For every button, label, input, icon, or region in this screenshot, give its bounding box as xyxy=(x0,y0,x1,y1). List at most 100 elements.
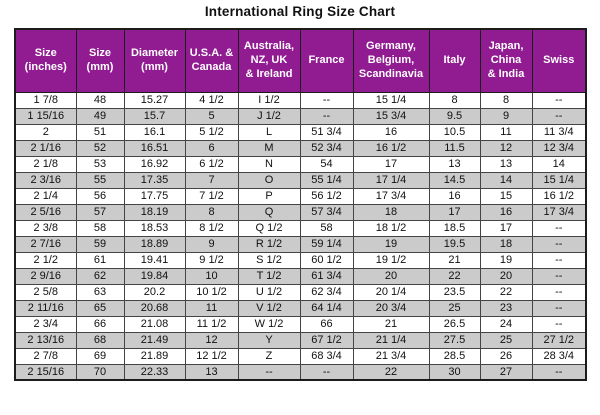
table-cell: 2 5/16 xyxy=(14,203,77,221)
column-header: Diameter (mm) xyxy=(123,28,186,93)
table-cell: 11 3/4 xyxy=(531,123,587,141)
table-cell: 54 xyxy=(299,155,354,173)
table-cell: 18.19 xyxy=(123,203,186,221)
table-row: 2 7/16 59 18.89 9 R 1/2 59 1/4 19 19.5 18 -- xyxy=(14,235,587,253)
table-cell: 17 1/4 xyxy=(352,171,430,189)
table-cell: 2 1/8 xyxy=(14,155,77,173)
table-cell: S 1/2 xyxy=(237,251,301,269)
table-cell: 15 1/4 xyxy=(352,91,430,109)
table-cell: 17 3/4 xyxy=(352,187,430,205)
table-cell: 18 xyxy=(352,203,430,221)
table-cell: 70 xyxy=(75,363,125,381)
table-cell: 14 xyxy=(531,155,587,173)
table-cell: 20 3/4 xyxy=(352,299,430,317)
page-title: International Ring Size Chart xyxy=(204,4,396,19)
table-cell: 20 xyxy=(352,267,430,285)
table-cell: -- xyxy=(531,219,587,237)
table-cell: 19 xyxy=(352,235,430,253)
table-cell: 15.7 xyxy=(123,107,186,125)
table-cell: 22.33 xyxy=(123,363,186,381)
table-cell: -- xyxy=(531,251,587,269)
table-cell: Q 1/2 xyxy=(237,219,301,237)
table-cell: 11 xyxy=(184,299,239,317)
table-cell: 2 3/4 xyxy=(14,315,77,333)
table-cell: 17.75 xyxy=(123,187,186,205)
table-cell: 64 1/4 xyxy=(299,299,354,317)
table-cell: 24 xyxy=(479,315,533,333)
table-cell: 68 3/4 xyxy=(299,347,354,365)
table-cell: 16 xyxy=(428,187,481,205)
table-row: 2 1/8 53 16.92 6 1/2 N 54 17 13 13 14 xyxy=(14,155,587,173)
table-cell: 8 1/2 xyxy=(184,219,239,237)
table-cell: J 1/2 xyxy=(237,107,301,125)
table-cell: -- xyxy=(531,363,587,381)
table-cell: 16 1/2 xyxy=(531,187,587,205)
table-cell: 2 9/16 xyxy=(14,267,77,285)
table-cell: 16.92 xyxy=(123,155,186,173)
table-row: 1 7/8 48 15.27 4 1/2 I 1/2 -- 15 1/4 8 8 -- xyxy=(14,91,587,109)
table-cell: 16 1/2 xyxy=(352,139,430,157)
table-cell: M xyxy=(237,139,301,157)
table-cell: 13 xyxy=(428,155,481,173)
table-cell: Q xyxy=(237,203,301,221)
table-cell: 8 xyxy=(184,203,239,221)
table-row: 2 3/8 58 18.53 8 1/2 Q 1/2 58 18 1/2 18.5 17 -- xyxy=(14,219,587,237)
table-cell: 2 3/8 xyxy=(14,219,77,237)
table-cell: 27.5 xyxy=(428,331,481,349)
table-cell: 68 xyxy=(75,331,125,349)
table-cell: 17 xyxy=(428,203,481,221)
table-cell: W 1/2 xyxy=(237,315,301,333)
table-cell: 18.5 xyxy=(428,219,481,237)
table-cell: 18.89 xyxy=(123,235,186,253)
table-cell: 18.53 xyxy=(123,219,186,237)
table-cell: 30 xyxy=(428,363,481,381)
table-cell: 56 xyxy=(75,187,125,205)
table-cell: Z xyxy=(237,347,301,365)
table-cell: 6 xyxy=(184,139,239,157)
table-cell: 55 1/4 xyxy=(299,171,354,189)
table-cell: -- xyxy=(531,267,587,285)
table-cell: 61 3/4 xyxy=(299,267,354,285)
table-cell: 17 xyxy=(352,155,430,173)
table-row: 2 15/16 70 22.33 13 -- -- 22 30 27 -- xyxy=(14,363,587,381)
table-cell: 7 1/2 xyxy=(184,187,239,205)
column-header: Italy xyxy=(428,28,481,93)
table-cell: 11 1/2 xyxy=(184,315,239,333)
table-row: 2 51 16.1 5 1/2 L 51 3/4 16 10.5 11 11 3/4 xyxy=(14,123,587,141)
table-cell: 57 3/4 xyxy=(299,203,354,221)
table-cell: 22 xyxy=(352,363,430,381)
table-cell: 17.35 xyxy=(123,171,186,189)
table-cell: 2 1/2 xyxy=(14,251,77,269)
table-cell: 4 1/2 xyxy=(184,91,239,109)
table-cell: -- xyxy=(531,107,587,125)
table-cell: -- xyxy=(531,91,587,109)
table-cell: R 1/2 xyxy=(237,235,301,253)
table-cell: 16 xyxy=(352,123,430,141)
table-cell: 15.27 xyxy=(123,91,186,109)
table-cell: 2 7/8 xyxy=(14,347,77,365)
table-cell: 20.68 xyxy=(123,299,186,317)
table-row: 2 1/16 52 16.51 6 M 52 3/4 16 1/2 11.5 12 12 3/4 xyxy=(14,139,587,157)
table-cell: 28.5 xyxy=(428,347,481,365)
table-cell: 2 xyxy=(14,123,77,141)
table-cell: 52 3/4 xyxy=(299,139,354,157)
table-row: 2 9/16 62 19.84 10 T 1/2 61 3/4 20 22 20 -- xyxy=(14,267,587,285)
table-cell: 69 xyxy=(75,347,125,365)
table-cell: 16 xyxy=(479,203,533,221)
table-cell: V 1/2 xyxy=(237,299,301,317)
table-cell: 19.41 xyxy=(123,251,186,269)
table-cell: 19.84 xyxy=(123,267,186,285)
table-row: 2 1/2 61 19.41 9 1/2 S 1/2 60 1/2 19 1/2 21 19 -- xyxy=(14,251,587,269)
table-cell: 21.49 xyxy=(123,331,186,349)
table-row: 2 7/8 69 21.89 12 1/2 Z 68 3/4 21 3/4 28.5 26 28 … xyxy=(14,347,587,365)
table-cell: 21 3/4 xyxy=(352,347,430,365)
table-cell: 9.5 xyxy=(428,107,481,125)
column-header: Size (mm) xyxy=(75,28,125,93)
table-cell: 14 xyxy=(479,171,533,189)
table-cell: 61 xyxy=(75,251,125,269)
table-cell: P xyxy=(237,187,301,205)
table-cell: -- xyxy=(299,91,354,109)
table-cell: 48 xyxy=(75,91,125,109)
table-cell: N xyxy=(237,155,301,173)
table-cell: 66 xyxy=(75,315,125,333)
